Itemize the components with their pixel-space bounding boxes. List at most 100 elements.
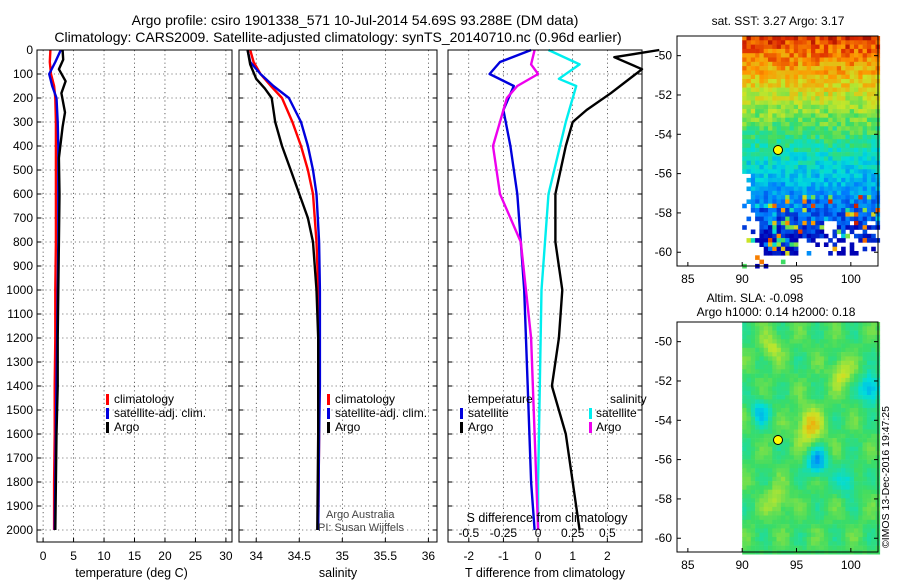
sst-cell	[841, 100, 846, 106]
sla-cell	[742, 403, 747, 409]
sst-cell	[858, 190, 863, 196]
sst-cell	[755, 44, 760, 50]
sla-cell	[858, 545, 863, 551]
sla-cell	[776, 322, 782, 327]
sst-cell	[759, 203, 764, 209]
sst-cell	[841, 53, 846, 58]
sst-cell	[836, 238, 842, 243]
sla-cell	[832, 395, 838, 400]
sst-cell	[772, 156, 777, 161]
sst-cell	[789, 66, 795, 71]
sst-cell	[866, 143, 872, 149]
sla-cell	[780, 489, 786, 495]
sla-cell	[759, 489, 764, 495]
sla-cell	[806, 356, 812, 361]
sst-cell	[763, 199, 769, 204]
sla-cell	[802, 485, 807, 490]
sst-cell	[768, 203, 773, 209]
sla-cell	[819, 459, 825, 465]
sla-cell	[746, 532, 752, 538]
sst-cell	[793, 96, 799, 101]
sst-cell	[759, 100, 764, 106]
sla-cell	[793, 420, 799, 426]
sla-cell	[815, 356, 820, 361]
sla-cell	[763, 528, 769, 533]
sst-cell	[854, 70, 859, 75]
sla-cell	[841, 532, 846, 538]
sla-cell	[862, 455, 868, 460]
sla-cell	[772, 498, 777, 503]
sla-cell	[828, 498, 833, 503]
sst-cell	[828, 147, 833, 153]
sla-cell	[742, 545, 747, 551]
sla-cell	[742, 377, 747, 383]
sla-cell	[746, 455, 752, 460]
sla-cell	[828, 433, 833, 439]
sla-cell	[819, 369, 825, 374]
sst-cell	[759, 160, 764, 166]
sst-cell	[849, 242, 855, 247]
sla-cell	[793, 365, 799, 370]
sla-cell	[763, 408, 769, 413]
sla-cell	[780, 541, 786, 546]
sla-cell	[780, 403, 786, 409]
sla-cell	[815, 403, 820, 409]
sst-cell	[793, 79, 799, 84]
sla-cell	[746, 429, 752, 435]
sla-cell	[841, 429, 846, 435]
sla-cell	[755, 506, 760, 512]
sla-cell	[819, 339, 825, 344]
sst-cell	[845, 36, 850, 41]
sla-cell	[802, 373, 807, 379]
panel-temperature: 0100200300400500600700800900100011001200…	[6, 43, 233, 580]
sla-cell	[815, 322, 820, 327]
sst-cell	[862, 83, 868, 88]
sla-cell	[798, 352, 803, 357]
sst-cell	[806, 96, 812, 101]
sla-cell	[780, 365, 786, 370]
sla-cell	[836, 537, 842, 542]
sla-cell	[742, 502, 747, 508]
sst-cell	[789, 225, 795, 230]
sst-cell	[836, 220, 842, 226]
sla-cell	[798, 545, 803, 551]
sst-cell	[798, 152, 803, 157]
sst-cell	[755, 122, 760, 127]
sla-cell	[811, 455, 816, 460]
sla-cell	[780, 463, 786, 469]
sst-cell	[854, 61, 859, 67]
sst-cell	[858, 91, 863, 97]
sla-cell	[836, 459, 842, 465]
sla-cell	[759, 356, 764, 361]
sst-cell	[776, 130, 782, 136]
sla-cell	[768, 468, 773, 473]
sla-cell	[845, 365, 850, 370]
sla-cell	[828, 369, 833, 374]
sla-cell	[819, 373, 825, 379]
sst-cell	[802, 152, 807, 157]
sst-cell	[862, 57, 868, 63]
sst-cell	[798, 96, 803, 101]
sst-cell	[806, 104, 812, 110]
sla-cell	[768, 494, 773, 499]
sst-cell	[862, 79, 868, 84]
sst-cell	[841, 48, 846, 54]
sla-cell	[845, 386, 850, 392]
sla-cell	[789, 334, 795, 340]
sla-cell	[811, 373, 816, 379]
sla-cell	[798, 399, 803, 404]
sla-cell	[785, 390, 790, 396]
sla-cell	[845, 446, 850, 452]
sst-cell	[836, 87, 842, 93]
sla-cell	[841, 476, 846, 482]
sla-cell	[841, 334, 846, 340]
lon-tick-label: 95	[790, 558, 804, 572]
sst-cell	[811, 165, 816, 170]
sla-cell	[750, 330, 756, 336]
sst-cell	[768, 79, 773, 84]
sla-cell	[806, 511, 812, 516]
sla-cell	[849, 494, 855, 499]
sst-cell	[750, 36, 756, 41]
sst-cell	[811, 122, 816, 127]
sst-cell	[776, 199, 782, 204]
